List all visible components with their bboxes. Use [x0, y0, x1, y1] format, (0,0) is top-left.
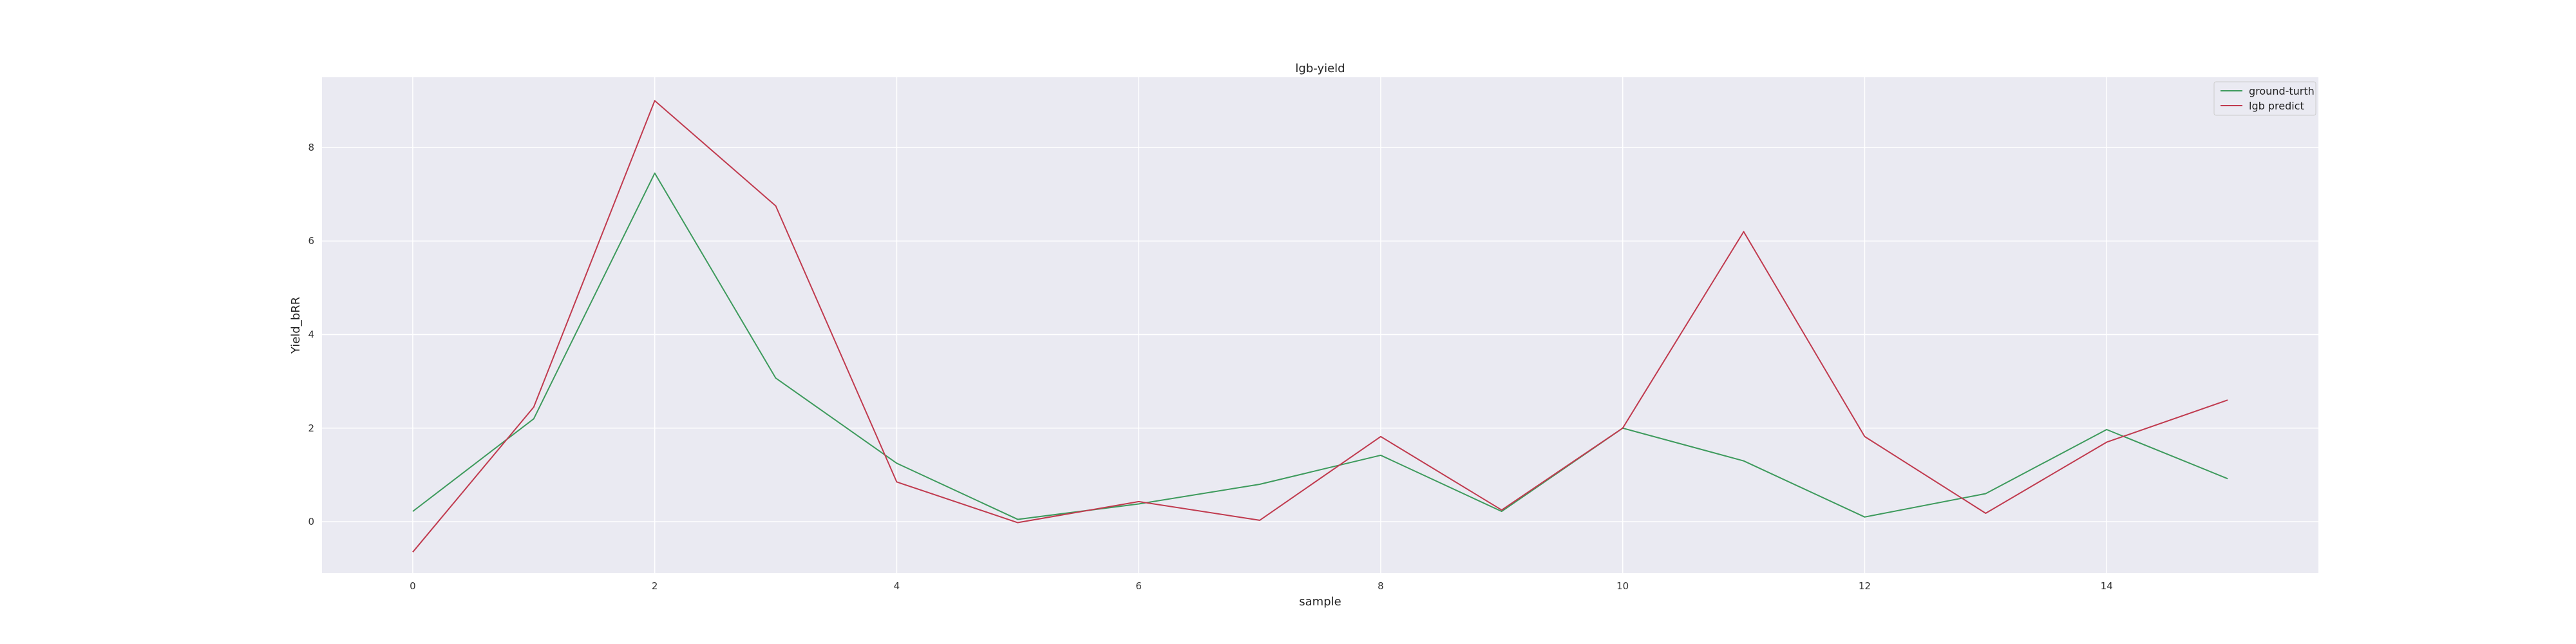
series-line-lgb-predict	[412, 100, 2228, 553]
x-tick-label: 10	[1616, 580, 1629, 592]
legend-label-lgb-predict: lgb predict	[2249, 100, 2304, 112]
legend-label-ground-turth: ground-turth	[2249, 85, 2315, 97]
chart-title: lgb-yield	[1295, 62, 1345, 75]
y-tick-label: 8	[308, 142, 314, 153]
series-line-ground-turth	[412, 172, 2228, 520]
plot-background	[322, 77, 2318, 573]
y-tick-label: 2	[308, 422, 314, 434]
y-axis-label: Yield_bRR	[289, 297, 303, 354]
x-tick-label: 6	[1135, 580, 1142, 592]
legend: ground-turth lgb predict	[2213, 81, 2316, 116]
x-tick-label: 8	[1378, 580, 1384, 592]
x-tick-label: 0	[410, 580, 416, 592]
x-tick-label: 14	[2101, 580, 2113, 592]
x-tick-label: 2	[652, 580, 658, 592]
x-tick-label: 12	[1859, 580, 1871, 592]
y-tick-label: 6	[308, 235, 314, 247]
series-layer	[412, 100, 2228, 553]
x-axis-label: sample	[1299, 595, 1341, 609]
grid	[322, 77, 2318, 573]
y-tick-label: 0	[308, 516, 314, 527]
x-tick-label: 4	[894, 580, 900, 592]
ticks: 0 2 4 6 8 10 12 14 0 2 4 6 8	[308, 142, 2112, 592]
y-tick-label: 4	[308, 329, 314, 341]
